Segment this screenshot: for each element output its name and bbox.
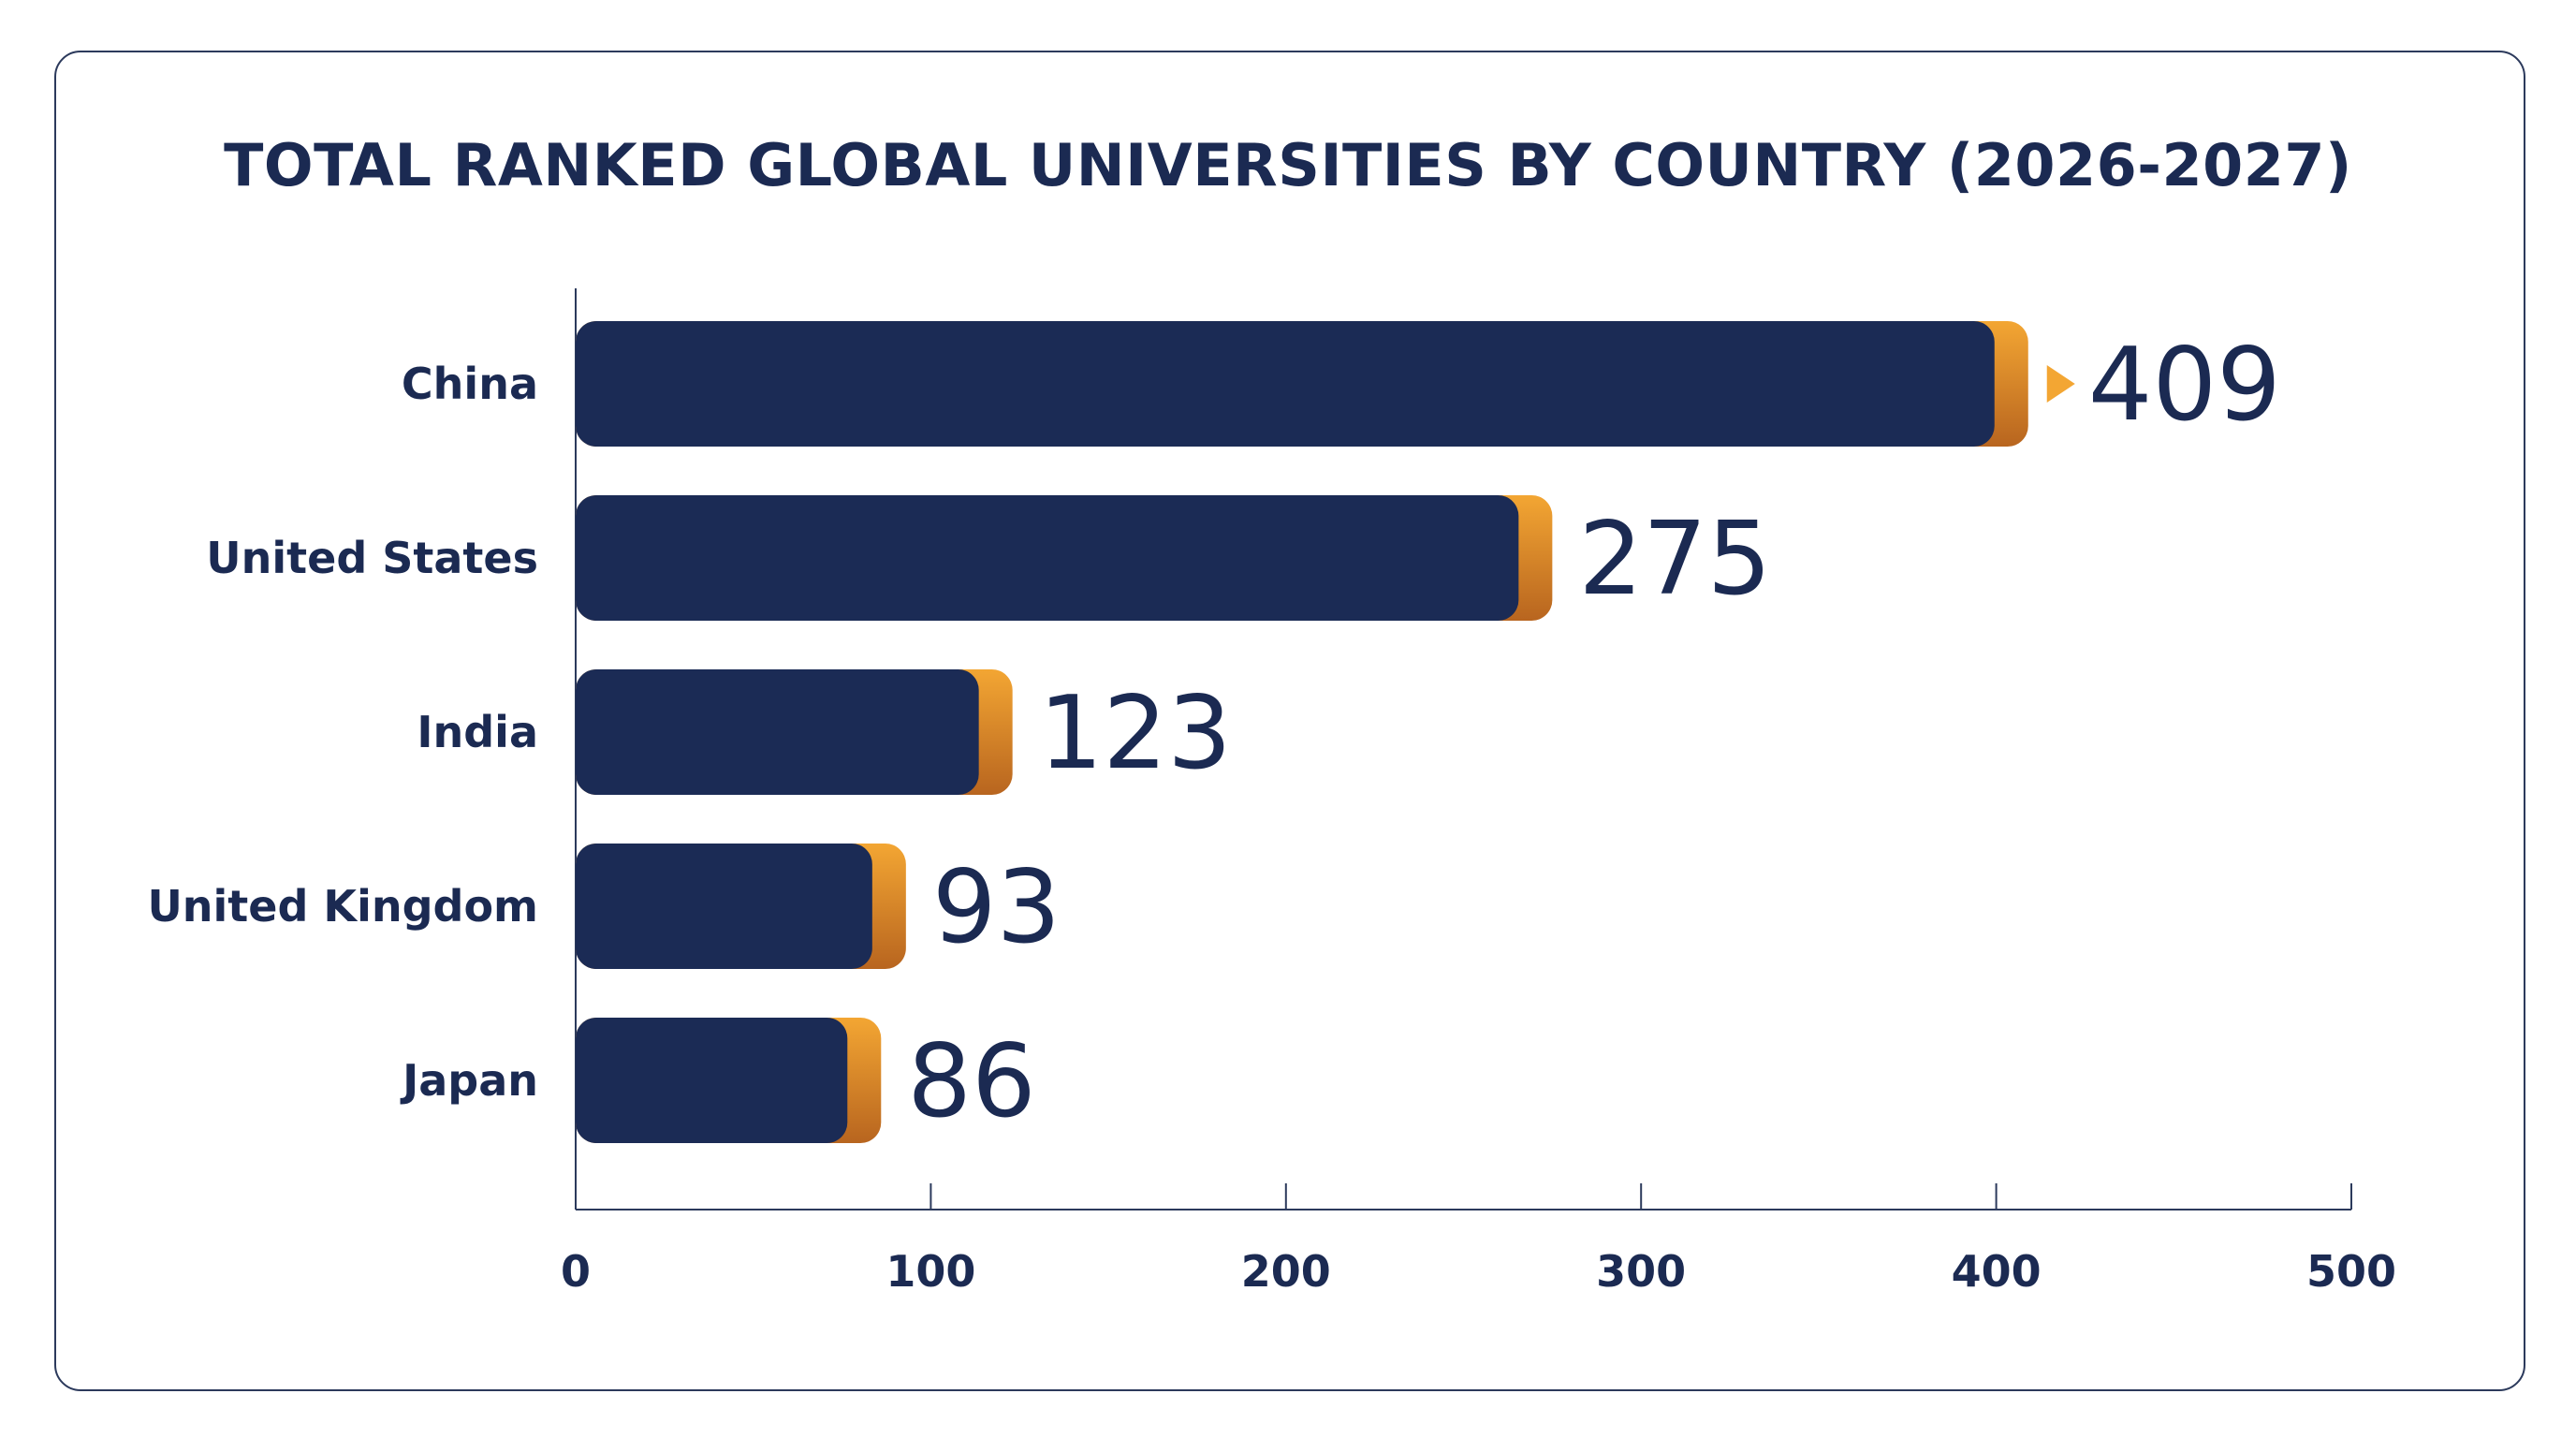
category-label: United Kingdom: [147, 881, 538, 932]
value-label: 275: [1578, 501, 1771, 618]
x-tick-label: 300: [1596, 1246, 1686, 1297]
value-label: 93: [932, 849, 1061, 966]
category-label: Japan: [400, 1055, 538, 1106]
chart-card: [54, 51, 2525, 1391]
value-label: 86: [907, 1023, 1035, 1140]
bar: [576, 495, 1519, 621]
value-label: 409: [2088, 327, 2281, 444]
category-label: India: [417, 707, 538, 757]
category-label: United States: [206, 533, 538, 583]
chart-title: TOTAL RANKED GLOBAL UNIVERSITIES BY COUN…: [224, 131, 2352, 199]
value-label: 123: [1039, 675, 1232, 792]
category-label: China: [402, 359, 538, 409]
x-tick-label: 400: [1952, 1246, 2042, 1297]
x-tick-label: 500: [2306, 1246, 2396, 1297]
bar: [576, 844, 872, 969]
bar: [576, 669, 979, 795]
x-tick-label: 100: [886, 1246, 975, 1297]
bar: [576, 1018, 848, 1143]
x-tick-label: 0: [561, 1246, 591, 1297]
bar: [576, 321, 1995, 447]
highlight-arrow-marker: [2046, 365, 2075, 403]
x-tick-label: 200: [1241, 1246, 1331, 1297]
